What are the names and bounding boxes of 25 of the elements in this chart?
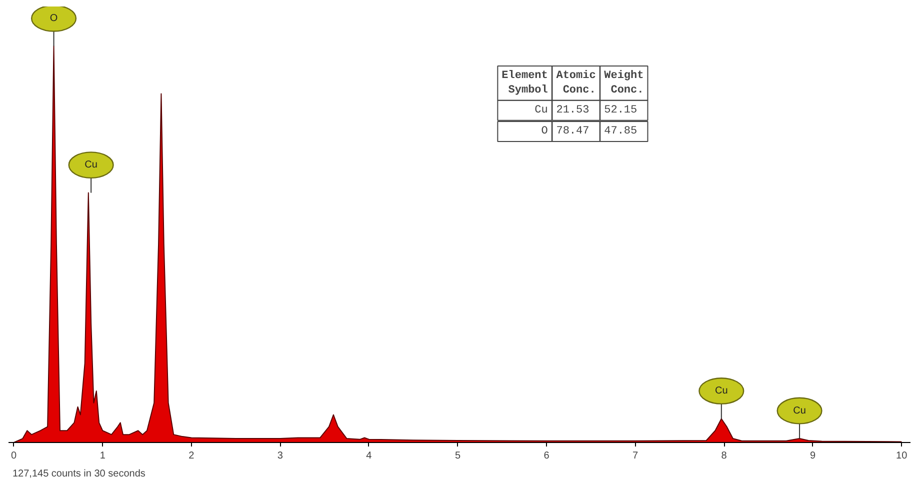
annotation: Cu — [793, 405, 806, 416]
annotation: O — [502, 126, 548, 138]
annotation: Cu — [84, 160, 98, 171]
annotation: Cu — [715, 385, 728, 396]
annotation: 78.47 — [556, 126, 596, 138]
x-tick-label: 1 — [100, 450, 106, 462]
x-tick-label: 4 — [366, 450, 372, 462]
x-tick-label: 9 — [810, 450, 816, 462]
x-tick-label: 0 — [11, 450, 18, 462]
x-tick-label: 10 — [896, 450, 908, 462]
annotation: 47.85 — [604, 126, 644, 138]
x-tick-label: 6 — [544, 450, 550, 462]
annotation: Atomic Conc. — [556, 70, 596, 96]
x-tick-label: 7 — [632, 450, 639, 462]
annotation: 21.53 — [556, 104, 596, 116]
text: 127,145 counts in 30 seconds — [12, 468, 146, 480]
annotation: O — [50, 12, 58, 24]
annotation: Cu — [502, 104, 548, 116]
x-tick-label: 8 — [721, 450, 728, 462]
x-tick-label: 3 — [277, 450, 284, 462]
annotation: Weight Conc. — [604, 70, 644, 96]
annotation: Element Symbol — [502, 70, 548, 96]
annotation: 52.15 — [604, 104, 644, 116]
x-tick-label: 2 — [188, 450, 195, 462]
x-tick-label: 5 — [454, 450, 461, 462]
